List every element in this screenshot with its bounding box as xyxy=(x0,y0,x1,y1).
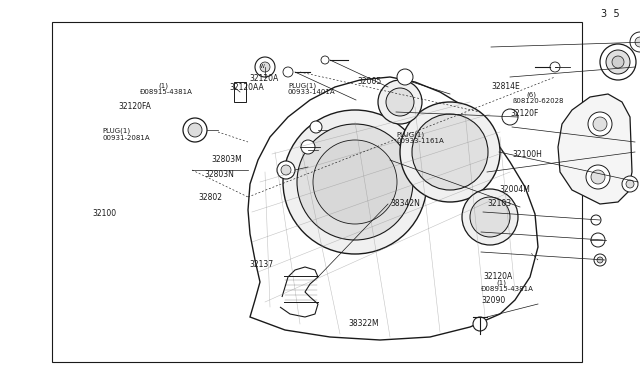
Text: 32103: 32103 xyxy=(488,199,512,208)
Text: 32803N: 32803N xyxy=(205,170,235,179)
Text: 32803M: 32803M xyxy=(211,155,242,164)
Circle shape xyxy=(397,69,413,85)
Circle shape xyxy=(597,257,603,263)
Circle shape xyxy=(635,37,640,47)
Circle shape xyxy=(310,121,322,133)
Text: 32005: 32005 xyxy=(357,77,381,86)
Circle shape xyxy=(588,112,612,136)
Text: 38342N: 38342N xyxy=(390,199,420,208)
Bar xyxy=(234,82,246,102)
Text: PLUG(1): PLUG(1) xyxy=(288,82,316,89)
Circle shape xyxy=(591,233,605,247)
Circle shape xyxy=(473,317,487,331)
Text: (1): (1) xyxy=(159,82,169,89)
Circle shape xyxy=(594,254,606,266)
Circle shape xyxy=(606,50,630,74)
Circle shape xyxy=(412,114,488,190)
Circle shape xyxy=(183,118,207,142)
Circle shape xyxy=(612,56,624,68)
Circle shape xyxy=(378,80,422,124)
Text: 00933-1161A: 00933-1161A xyxy=(397,138,445,144)
Text: Ð08915-4381A: Ð08915-4381A xyxy=(140,89,193,95)
Text: 32120FA: 32120FA xyxy=(118,102,151,110)
Circle shape xyxy=(502,109,518,125)
Text: 3  5: 3 5 xyxy=(601,9,620,19)
Circle shape xyxy=(550,62,560,72)
Circle shape xyxy=(591,215,601,225)
Circle shape xyxy=(260,62,270,72)
Text: 32120AA: 32120AA xyxy=(229,83,264,92)
Circle shape xyxy=(626,180,634,188)
Text: ß08120-62028: ß08120-62028 xyxy=(512,98,563,104)
Circle shape xyxy=(630,32,640,52)
Text: 38322M: 38322M xyxy=(349,319,380,328)
Text: 32120F: 32120F xyxy=(511,109,539,118)
Circle shape xyxy=(586,165,610,189)
Text: 32004M: 32004M xyxy=(499,185,530,194)
Circle shape xyxy=(400,102,500,202)
Text: 32100: 32100 xyxy=(93,209,117,218)
Circle shape xyxy=(321,56,329,64)
Circle shape xyxy=(386,88,414,116)
Circle shape xyxy=(255,57,275,77)
Text: 32100H: 32100H xyxy=(512,150,542,159)
Circle shape xyxy=(591,170,605,184)
Circle shape xyxy=(283,67,293,77)
Text: PLUG(1): PLUG(1) xyxy=(397,131,425,138)
Polygon shape xyxy=(248,77,538,340)
Text: 32814E: 32814E xyxy=(492,82,520,91)
Circle shape xyxy=(281,165,291,175)
Circle shape xyxy=(283,110,427,254)
Circle shape xyxy=(462,189,518,245)
Circle shape xyxy=(301,140,315,154)
Text: Ð08915-4381A: Ð08915-4381A xyxy=(481,286,534,292)
Text: 00931-2081A: 00931-2081A xyxy=(102,135,150,141)
Text: 32137: 32137 xyxy=(250,260,274,269)
Text: W: W xyxy=(260,64,264,68)
Text: PLUG(1): PLUG(1) xyxy=(102,128,131,134)
Circle shape xyxy=(593,117,607,131)
Bar xyxy=(52,22,582,362)
Circle shape xyxy=(277,161,295,179)
Circle shape xyxy=(297,124,413,240)
Text: 32802: 32802 xyxy=(198,193,223,202)
Text: 32120A: 32120A xyxy=(250,74,279,83)
Circle shape xyxy=(622,176,638,192)
Circle shape xyxy=(600,44,636,80)
Circle shape xyxy=(470,197,510,237)
Text: (6): (6) xyxy=(527,91,537,98)
Text: 00933-1401A: 00933-1401A xyxy=(288,89,335,95)
Circle shape xyxy=(188,123,202,137)
Text: (1): (1) xyxy=(496,279,506,286)
Circle shape xyxy=(313,140,397,224)
Text: 32090: 32090 xyxy=(481,296,506,305)
Polygon shape xyxy=(558,94,632,204)
Text: 32120A: 32120A xyxy=(484,272,513,280)
